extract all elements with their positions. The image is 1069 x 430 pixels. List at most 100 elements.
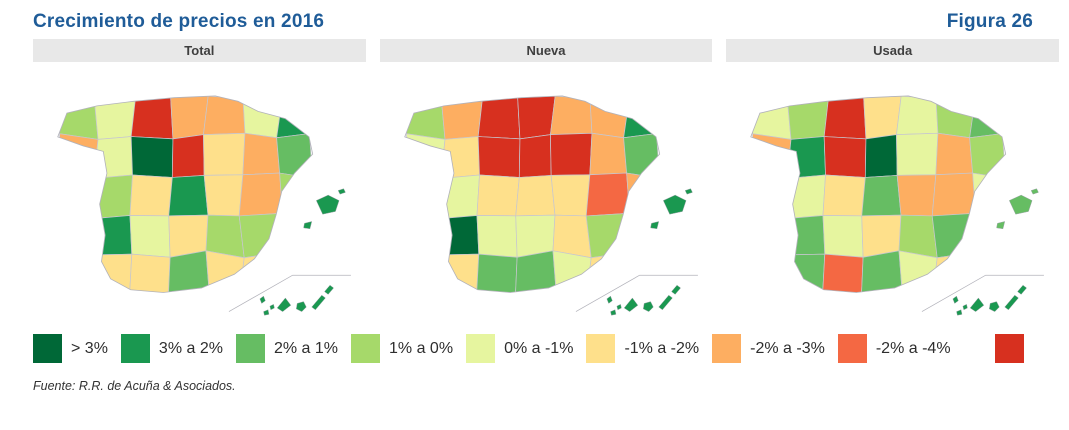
legend-item: 1% a 0% xyxy=(351,334,453,363)
province-cell xyxy=(203,174,244,217)
legend-item: -1% a -2% xyxy=(586,334,699,363)
legend-label: -2% a -4% xyxy=(875,339,951,357)
canarias-island xyxy=(616,304,622,311)
panel-nueva: Nueva xyxy=(379,39,713,328)
panel-usada: Usada xyxy=(726,39,1060,328)
legend-item: 2% a 1% xyxy=(235,334,339,363)
legend-swatch xyxy=(351,334,381,363)
province-cell xyxy=(896,132,939,176)
province-cell xyxy=(514,250,557,293)
spain-map-total xyxy=(57,95,351,316)
province-cell xyxy=(93,174,133,219)
province-cell xyxy=(203,132,246,176)
baleares-island xyxy=(684,188,693,195)
province-cell xyxy=(515,214,556,258)
source-note: Fuente: R.R. de Acuña & Asociados. xyxy=(33,379,236,393)
map-nueva xyxy=(380,64,713,328)
province-cell xyxy=(626,211,660,253)
province-cell xyxy=(238,172,283,217)
legend-swatch xyxy=(586,334,616,363)
province-cell xyxy=(476,215,518,258)
baleares-island xyxy=(1009,194,1033,215)
province-cell xyxy=(751,213,792,256)
figure-label: Figura 26 xyxy=(946,11,1033,32)
canarias-island xyxy=(970,297,985,312)
canarias-inset-border xyxy=(575,274,698,312)
province-cell xyxy=(822,174,867,217)
province-cell xyxy=(622,133,660,179)
canarias-island xyxy=(623,297,638,312)
canarias-island xyxy=(952,295,959,304)
province-cell xyxy=(405,133,446,179)
legend-swatch xyxy=(712,334,742,363)
legend-swatch xyxy=(995,334,1024,363)
province-cell xyxy=(861,214,902,258)
province-cell xyxy=(476,253,518,293)
canarias-island xyxy=(263,309,270,316)
canarias-inset-border xyxy=(922,274,1045,312)
province-cell xyxy=(622,251,660,293)
legend-label: 3% a 2% xyxy=(158,339,223,357)
spain-map-nueva xyxy=(403,95,698,316)
map-panels: Total Nueva Usada xyxy=(0,35,1069,328)
province-cell xyxy=(440,136,480,179)
province-cell xyxy=(969,96,1007,139)
legend-swatch xyxy=(837,334,867,363)
province-cell xyxy=(129,174,173,217)
canarias-island xyxy=(311,294,326,311)
canarias-island xyxy=(296,301,307,312)
canarias-island xyxy=(642,301,654,312)
province-cell xyxy=(93,95,136,140)
province-cell xyxy=(552,250,592,293)
panel-header-total: Total xyxy=(33,39,366,62)
province-cell xyxy=(168,214,209,258)
province-cell xyxy=(751,175,792,219)
canarias-island xyxy=(609,309,616,316)
canarias-island xyxy=(670,284,681,295)
province-cell xyxy=(205,214,245,259)
province-cell xyxy=(404,252,445,293)
province-cell xyxy=(861,250,904,293)
panel-total: Total xyxy=(33,39,366,328)
canarias-island xyxy=(259,295,266,304)
legend: > 3% 3% a 2% 2% a 1% 1% a 0% 0% a -1% -1% a -… xyxy=(0,328,1069,363)
province-cell xyxy=(589,96,630,139)
province-cell xyxy=(276,133,313,179)
canarias-inset-border xyxy=(228,274,351,312)
map-usada xyxy=(726,64,1059,328)
province-cell xyxy=(787,174,827,219)
province-cell xyxy=(171,134,205,178)
map-total xyxy=(33,64,366,328)
province-cell xyxy=(932,212,977,259)
province-cell xyxy=(972,172,1007,214)
province-cell xyxy=(932,172,977,217)
legend-label: 2% a 1% xyxy=(273,339,339,357)
province-cell xyxy=(516,95,556,140)
canarias-island xyxy=(1004,294,1020,311)
province-cell xyxy=(787,136,827,179)
province-cell xyxy=(935,132,974,176)
canarias-island xyxy=(658,294,673,311)
province-cell xyxy=(242,96,283,139)
province-cell xyxy=(170,95,209,140)
province-cell xyxy=(751,252,792,293)
canarias-island xyxy=(1017,284,1028,295)
province-cell xyxy=(129,253,171,293)
baleares-island xyxy=(303,221,313,230)
province-cell xyxy=(824,97,867,140)
province-cell xyxy=(752,133,792,179)
legend-item: 3% a 2% xyxy=(120,334,223,363)
baleares-island xyxy=(1031,188,1040,195)
province-cell xyxy=(969,133,1007,179)
province-cell xyxy=(935,96,977,139)
province-cell xyxy=(476,174,520,217)
province-cell xyxy=(898,250,938,293)
canarias-island xyxy=(962,304,969,311)
province-cell xyxy=(585,212,630,259)
province-cell xyxy=(477,97,520,140)
legend-swatch xyxy=(33,334,62,363)
province-cell xyxy=(552,214,592,259)
province-cell xyxy=(205,250,245,293)
legend-label: 0% a -1% xyxy=(504,339,574,357)
province-cell xyxy=(279,172,313,214)
